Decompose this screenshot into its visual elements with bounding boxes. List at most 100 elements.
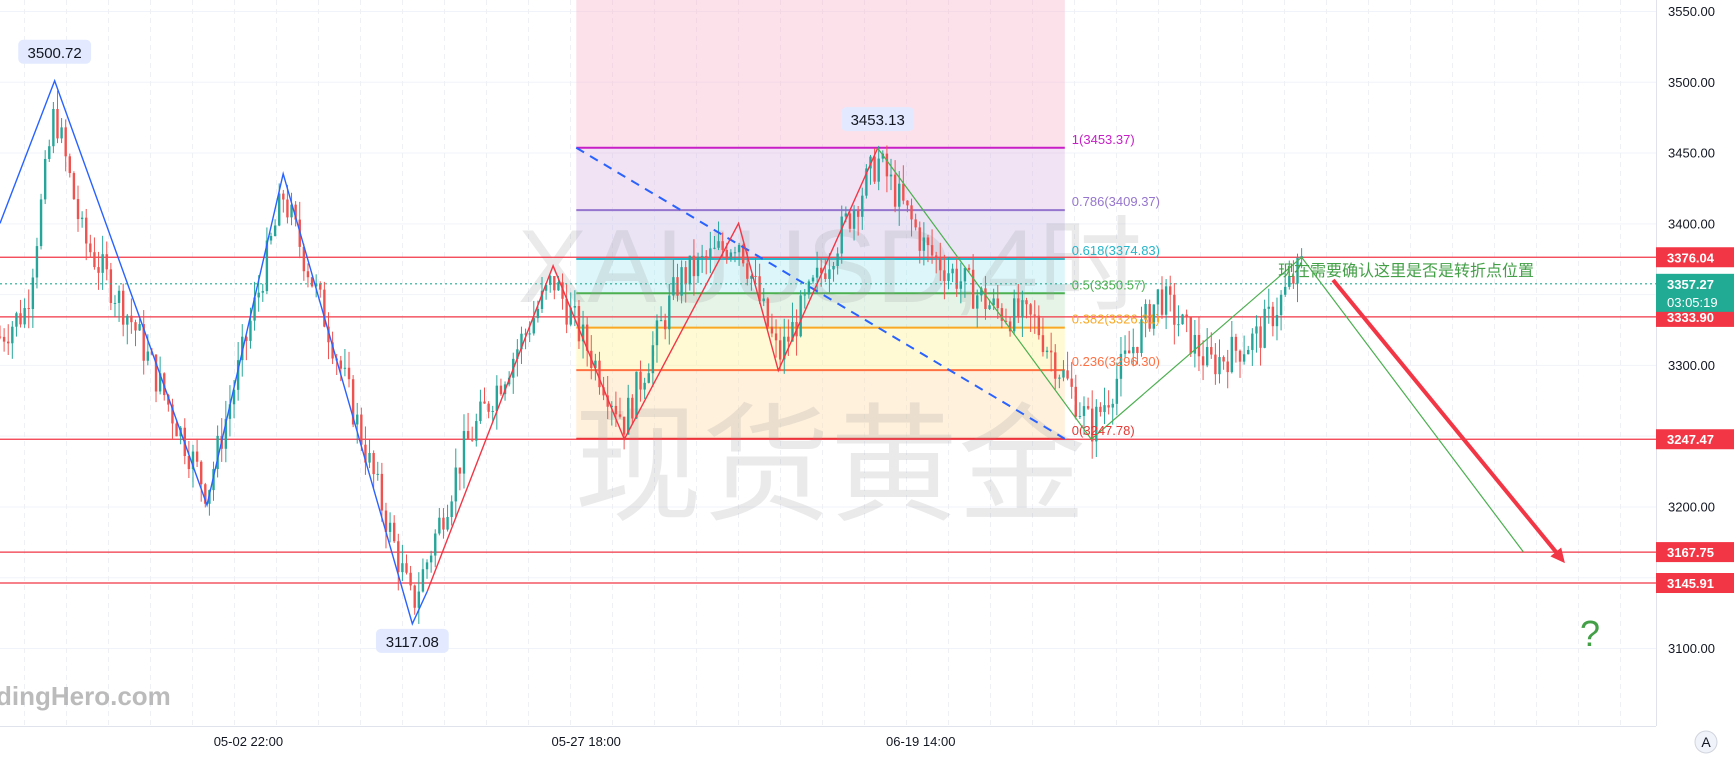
auto-scale-button-circle[interactable] xyxy=(1694,730,1718,754)
candle-body xyxy=(121,290,125,325)
candle-body xyxy=(7,341,10,344)
extreme-labels: 3500.72 3117.08 3453.13 xyxy=(18,39,915,653)
candle-body xyxy=(314,283,318,287)
candle-body xyxy=(245,336,248,341)
candle-body xyxy=(85,217,88,244)
candle-body xyxy=(939,256,942,271)
candle-body xyxy=(536,308,540,319)
time-tick-label: 05-27 18:00 xyxy=(552,734,621,749)
candle-body xyxy=(1045,350,1049,353)
candle-body xyxy=(1238,350,1242,362)
candle-body xyxy=(1095,406,1098,442)
candle-body xyxy=(1292,275,1295,284)
candle-body xyxy=(1181,314,1184,325)
candle-body xyxy=(668,295,671,330)
price-tick-label: 3550.00 xyxy=(1668,4,1715,19)
candle-body xyxy=(1025,300,1028,305)
candle-body xyxy=(356,414,359,425)
candle-body xyxy=(696,256,700,277)
candle-body xyxy=(376,473,379,475)
wave-line-blue[interactable] xyxy=(0,78,428,626)
candle-body xyxy=(787,336,790,342)
candle-body xyxy=(807,281,811,295)
candle-body xyxy=(450,501,453,517)
candle-body xyxy=(885,153,889,177)
candle-body xyxy=(770,326,774,334)
candle-body xyxy=(577,306,581,342)
candle-body xyxy=(134,322,137,331)
candle-body xyxy=(902,183,905,201)
candle-body xyxy=(614,405,618,415)
candle-body xyxy=(1033,314,1036,316)
annotation-text[interactable]: 现在需要确认这里是否是转折点位置 xyxy=(1278,262,1534,280)
candle-body xyxy=(1152,304,1155,329)
candle-body xyxy=(877,158,880,182)
candle-body xyxy=(1185,314,1188,318)
candle-body xyxy=(421,569,425,592)
candle-body xyxy=(1148,304,1151,329)
candle-body xyxy=(692,255,696,277)
candle-body xyxy=(1082,406,1086,416)
candle-body xyxy=(23,308,26,325)
candle-body xyxy=(1160,289,1164,315)
candle-body xyxy=(947,273,950,281)
projection-arrow-head[interactable] xyxy=(1550,547,1565,564)
candle-body xyxy=(257,292,260,298)
candle-body xyxy=(565,298,568,325)
candle-body xyxy=(930,245,934,256)
candle-body xyxy=(721,241,724,250)
candle-body xyxy=(199,461,203,485)
candle-body xyxy=(392,522,396,542)
candle-body xyxy=(1288,275,1291,287)
candle-body xyxy=(1074,386,1077,417)
horizontal-levels[interactable] xyxy=(0,256,1656,584)
candle-body xyxy=(815,267,819,278)
price-tick-label: 3400.00 xyxy=(1668,216,1715,231)
price-tag xyxy=(1656,306,1734,327)
candle-body xyxy=(1115,378,1119,404)
candle-body xyxy=(618,414,622,417)
wave-line-green[interactable] xyxy=(877,147,1524,553)
auto-scale-button[interactable]: A xyxy=(1694,730,1718,754)
fibonacci-zone[interactable] xyxy=(576,0,1065,440)
candle-body xyxy=(282,193,285,200)
candle-body xyxy=(31,277,35,310)
candle-body xyxy=(154,354,158,392)
wave-line-red[interactable] xyxy=(426,147,879,592)
candle-body xyxy=(540,290,544,309)
candle-body xyxy=(68,156,72,174)
candle-body xyxy=(417,591,421,608)
candle-body xyxy=(865,168,868,196)
candle-body xyxy=(113,302,117,304)
candle-body xyxy=(766,298,770,327)
projection-arrow[interactable] xyxy=(1331,278,1559,555)
candle-body xyxy=(97,267,100,273)
candle-body xyxy=(228,404,232,419)
candle-body xyxy=(1267,306,1270,309)
candle-body xyxy=(429,555,433,563)
candle-body xyxy=(388,522,392,532)
candle-body xyxy=(401,563,404,573)
candle-body xyxy=(762,298,765,302)
candle-body xyxy=(799,295,802,337)
candle-body xyxy=(1210,347,1213,355)
candle-body xyxy=(528,333,531,335)
candle-body xyxy=(811,277,815,282)
candle-body xyxy=(631,397,634,419)
candle-body xyxy=(142,324,145,361)
time-axis[interactable]: 05-02 22:00 05-27 18:00 06-19 14:00 xyxy=(214,734,956,749)
candle-body xyxy=(195,451,199,462)
question-mark[interactable]: ? xyxy=(1580,613,1600,654)
auto-scale-button-label[interactable]: A xyxy=(1701,734,1711,750)
candle-body xyxy=(15,313,18,327)
candle-body xyxy=(1177,324,1180,326)
fib-level-label: 0.5(3350.57) xyxy=(1072,277,1146,292)
candle-body xyxy=(1132,346,1135,354)
candle-body xyxy=(306,271,310,278)
candle-body xyxy=(1283,286,1287,295)
candle-body xyxy=(774,333,778,341)
candle-body xyxy=(191,451,195,470)
candle-body xyxy=(988,305,991,310)
drawing-layer[interactable] xyxy=(0,78,1565,626)
